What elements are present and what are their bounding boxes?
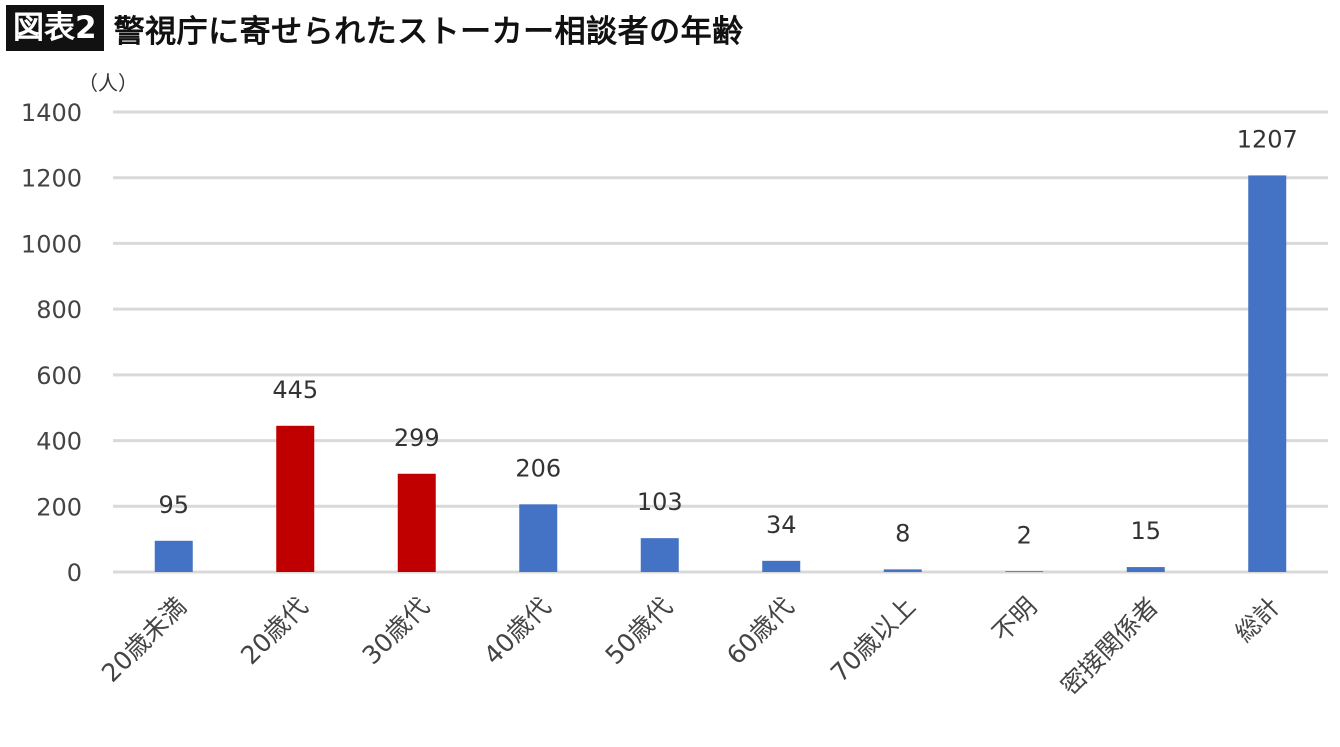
data-label: 103 — [637, 488, 683, 516]
bar — [276, 425, 315, 572]
bar — [762, 560, 801, 572]
data-label: 1207 — [1237, 125, 1298, 153]
bar — [640, 538, 679, 572]
x-category-label: 20歳未満 — [96, 592, 192, 688]
y-tick-label: 0 — [67, 559, 82, 587]
y-tick-label: 1400 — [21, 99, 82, 127]
x-category-label: 30歳代 — [357, 592, 435, 670]
bar — [1126, 567, 1165, 572]
data-label: 299 — [394, 424, 440, 452]
x-category-label: 不明 — [987, 592, 1043, 648]
data-label: 206 — [515, 454, 561, 482]
y-axis-unit-label: （人） — [78, 71, 138, 95]
x-axis-category-labels: 20歳未満 20歳代 30歳代 40歳代 50歳代 60歳代 70歳以上 不明 密接関係者 総計 — [96, 592, 1286, 701]
bar — [154, 540, 193, 572]
y-tick-label: 1200 — [21, 165, 82, 193]
data-label: 8 — [895, 519, 910, 547]
y-tick-label: 1000 — [21, 230, 82, 258]
data-labels: 95 445 299 206 103 34 8 2 15 1207 — [158, 125, 1297, 549]
bar — [1005, 571, 1044, 572]
data-label: 2 — [1017, 521, 1032, 549]
data-label: 95 — [158, 491, 189, 519]
x-category-label: 40歳代 — [478, 592, 556, 670]
chart-title: 警視庁に寄せられたストーカー相談者の年齢 — [113, 13, 744, 50]
y-axis-tick-labels: 0 200 400 600 800 1000 1200 1400 — [21, 99, 82, 587]
x-category-label: 総計 — [1230, 592, 1286, 648]
data-label: 34 — [766, 511, 797, 539]
figure-number-badge: 図表2 — [6, 5, 104, 51]
chart-title-row: 図表2 警視庁に寄せられたストーカー相談者の年齢 — [6, 4, 744, 52]
gridlines — [113, 110, 1328, 574]
x-category-label: 60歳代 — [721, 592, 799, 670]
x-category-label: 50歳代 — [600, 592, 678, 670]
x-category-label: 20歳代 — [235, 592, 313, 670]
data-label: 15 — [1130, 517, 1161, 545]
y-tick-label: 400 — [36, 428, 82, 456]
y-tick-label: 200 — [36, 493, 82, 521]
bars — [154, 175, 1287, 572]
x-category-label: 密接関係者 — [1055, 592, 1164, 701]
y-tick-label: 800 — [36, 296, 82, 324]
data-label: 445 — [272, 376, 318, 404]
bar — [883, 569, 922, 572]
bar — [397, 473, 436, 572]
bar — [519, 504, 558, 572]
x-category-label: 70歳以上 — [825, 592, 921, 688]
y-tick-label: 600 — [36, 362, 82, 390]
bar — [1248, 175, 1287, 572]
